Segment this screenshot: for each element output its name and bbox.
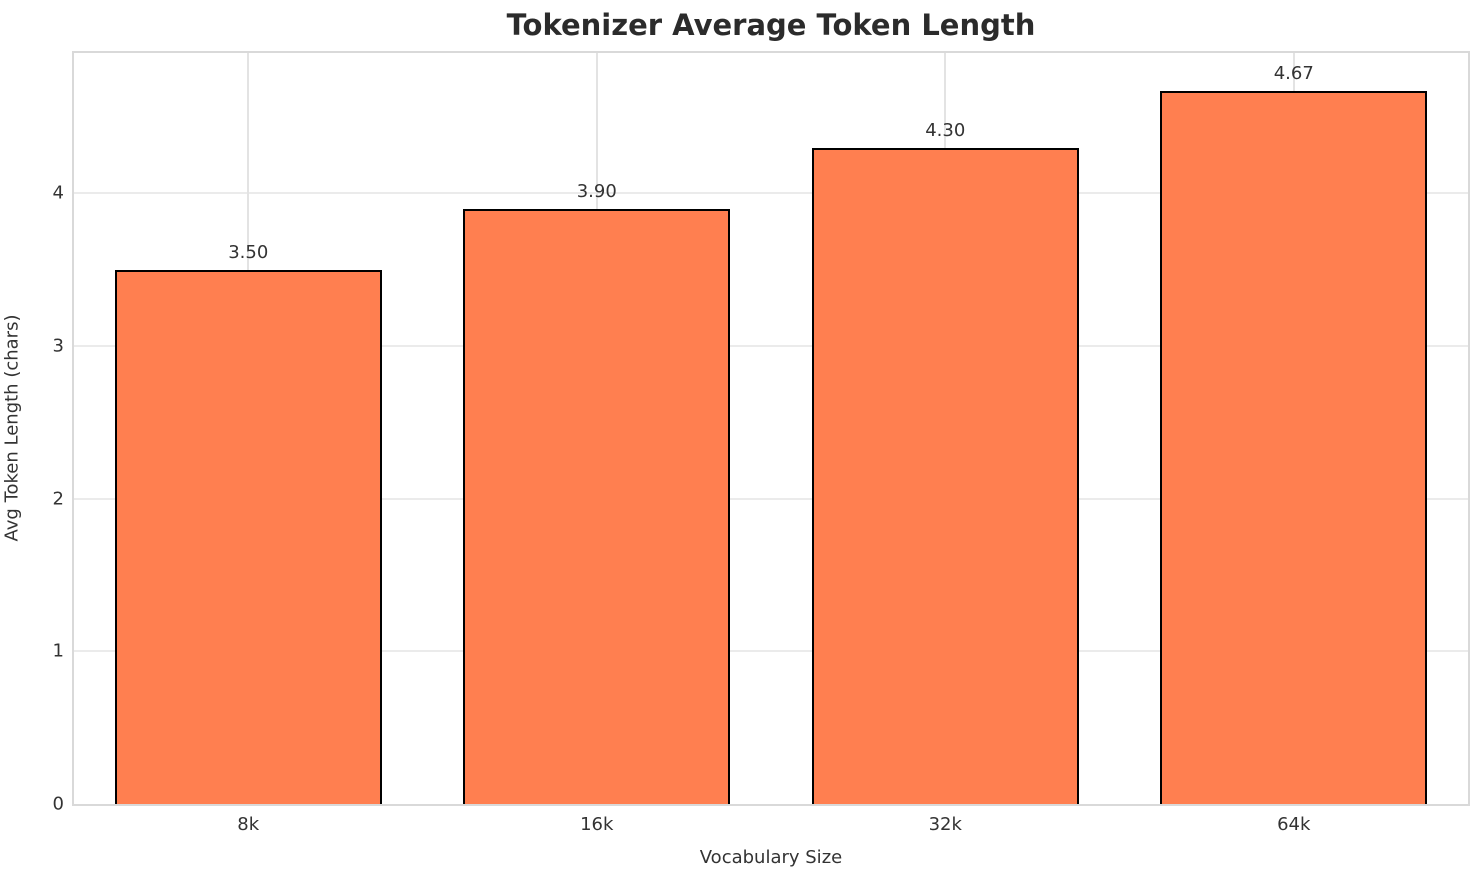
y-tick-label: 2	[52, 488, 64, 510]
bar-value-label: 4.67	[1273, 63, 1314, 85]
plot-area: 0 1 2 3 4 3.50 8k 3.90 16k 4.30 32k 4.67 64k	[53, 51, 1470, 835]
bar-8k	[114, 269, 382, 804]
x-tick-label: 32k	[928, 814, 962, 835]
y-axis-label: Avg Token Length (chars)	[1, 314, 23, 542]
y-tick-label: 0	[52, 793, 64, 815]
x-tick-label: 16k	[580, 814, 614, 835]
x-tick-label: 64k	[1277, 814, 1311, 835]
horizontal-gridline	[74, 345, 1468, 348]
horizontal-gridline	[74, 192, 1468, 195]
bar-32k	[811, 147, 1079, 804]
horizontal-gridline	[74, 497, 1468, 500]
bar-value-label: 4.30	[925, 119, 966, 141]
horizontal-gridline	[74, 650, 1468, 653]
chart-title: Tokenizer Average Token Length	[506, 8, 1036, 42]
x-axis-label: Vocabulary Size	[699, 847, 843, 868]
bar-16k	[463, 208, 731, 804]
y-tick-label: 4	[52, 182, 64, 204]
bar-64k	[1160, 91, 1428, 804]
y-tick-label: 3	[52, 335, 64, 357]
y-tick-label: 1	[52, 640, 64, 662]
bar-value-label: 3.50	[228, 241, 269, 263]
x-tick-label: 8k	[237, 814, 260, 835]
bar-value-label: 3.90	[576, 180, 617, 202]
